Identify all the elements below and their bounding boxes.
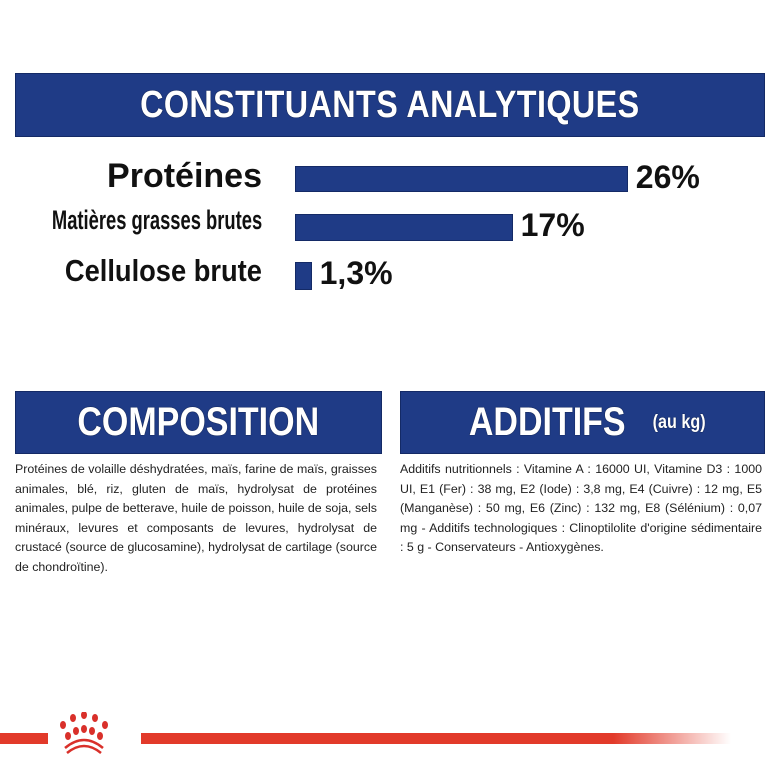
composition-text: Protéines de volaille déshydratées, maïs… <box>15 462 377 574</box>
data-label: 1,3% <box>319 255 393 291</box>
additifs-subtitle: (au kg) <box>652 411 706 433</box>
additifs-header: ADDITIFS (au kg) <box>400 391 765 454</box>
header-title: CONSTITUANTS ANALYTIQUES <box>140 83 640 126</box>
additifs-title: ADDITIFS <box>468 400 626 444</box>
data-label: 17% <box>520 207 585 243</box>
royal-canin-crown-logo <box>60 712 108 754</box>
footer-line-left <box>0 733 48 744</box>
bar <box>295 166 628 192</box>
category-label: Cellulose brute <box>64 253 262 288</box>
composition-title: COMPOSITION <box>77 400 320 444</box>
bar <box>295 214 513 241</box>
composition-header: COMPOSITION <box>15 391 382 454</box>
bar <box>295 262 312 290</box>
footer-line-right <box>141 733 731 744</box>
category-label: Protéines <box>107 157 262 195</box>
data-label: 26% <box>635 159 700 195</box>
category-label: Matières grasses brutes <box>51 205 262 235</box>
analytical-constituents-header: CONSTITUANTS ANALYTIQUES <box>15 73 765 137</box>
additifs-text: Additifs nutritionnels : Vitamine A : 16… <box>400 462 762 555</box>
